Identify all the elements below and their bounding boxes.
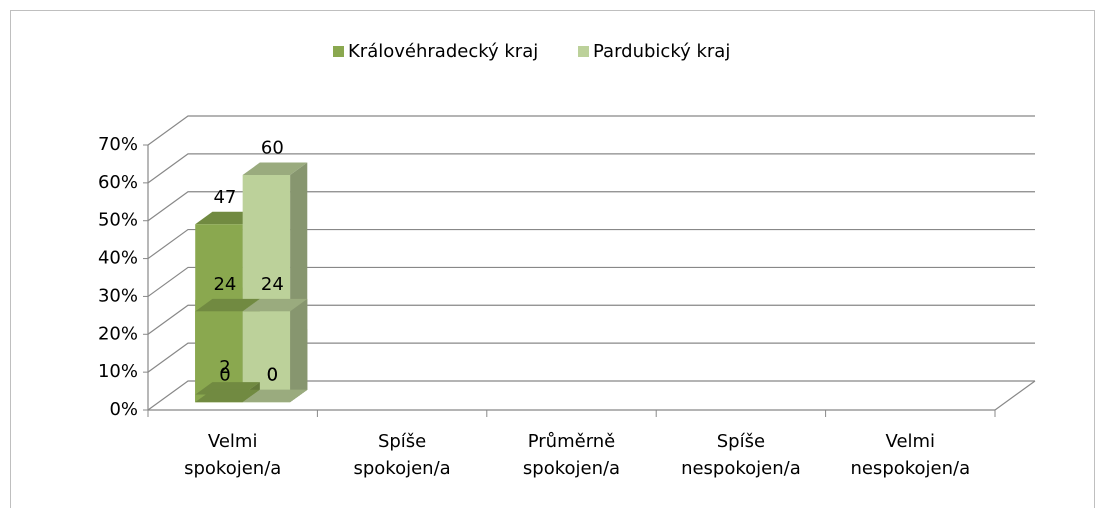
x-tick-label: Spíše [717, 431, 765, 452]
x-tick-label: Velmi [208, 431, 258, 452]
y-tick-label: 30% [98, 285, 138, 306]
bar-top [242, 162, 308, 176]
x-tick-label: Velmi [886, 431, 936, 452]
data-label: 24 [213, 274, 236, 295]
bar [195, 389, 260, 403]
bar-front [242, 311, 291, 403]
grid-line [147, 153, 1035, 184]
legend-swatch [333, 46, 344, 57]
legend-label: Královéhradecký kraj [348, 41, 538, 62]
data-label: 0 [219, 365, 230, 386]
y-tick-label: 60% [98, 172, 138, 193]
bar-front [195, 311, 243, 403]
bar-top [242, 298, 308, 312]
x-tick-label: nespokojen/a [850, 458, 970, 479]
data-label: 24 [261, 274, 284, 295]
bar-top [195, 298, 260, 312]
bar-top [195, 389, 260, 403]
grid-line [147, 380, 1035, 411]
y-tick-label: 0% [109, 399, 138, 420]
bar [242, 298, 308, 403]
y-tick-label: 40% [98, 248, 138, 269]
data-label: 47 [213, 187, 236, 208]
bar-side [290, 298, 308, 403]
data-label: 60 [261, 138, 284, 159]
grid-line [147, 266, 1035, 297]
data-label: 0 [267, 365, 278, 386]
data-label: 2 [219, 357, 230, 378]
y-tick-label: 70% [98, 134, 138, 155]
grid-line [147, 191, 1035, 222]
x-tick-label: spokojen/a [184, 458, 281, 479]
chart-border [10, 10, 1095, 508]
x-tick-label: spokojen/a [353, 458, 450, 479]
bar-top [242, 389, 308, 403]
legend-swatch [578, 46, 589, 57]
grid-line [147, 304, 1035, 335]
y-tick-label: 50% [98, 210, 138, 231]
grid-line [147, 115, 1035, 146]
x-tick-label: nespokojen/a [681, 458, 801, 479]
floor-edge [994, 380, 1036, 411]
bar [242, 389, 308, 403]
grid-line [147, 228, 1035, 260]
x-tick-label: Spíše [378, 431, 426, 452]
data-label: 0 [267, 365, 278, 386]
grid-line [147, 342, 1035, 373]
x-tick-label: spokojen/a [523, 458, 620, 479]
x-tick-label: Průměrně [528, 431, 616, 452]
legend-label: Pardubický kraj [593, 41, 730, 62]
y-tick-label: 20% [98, 323, 138, 344]
y-tick-label: 10% [98, 361, 138, 382]
